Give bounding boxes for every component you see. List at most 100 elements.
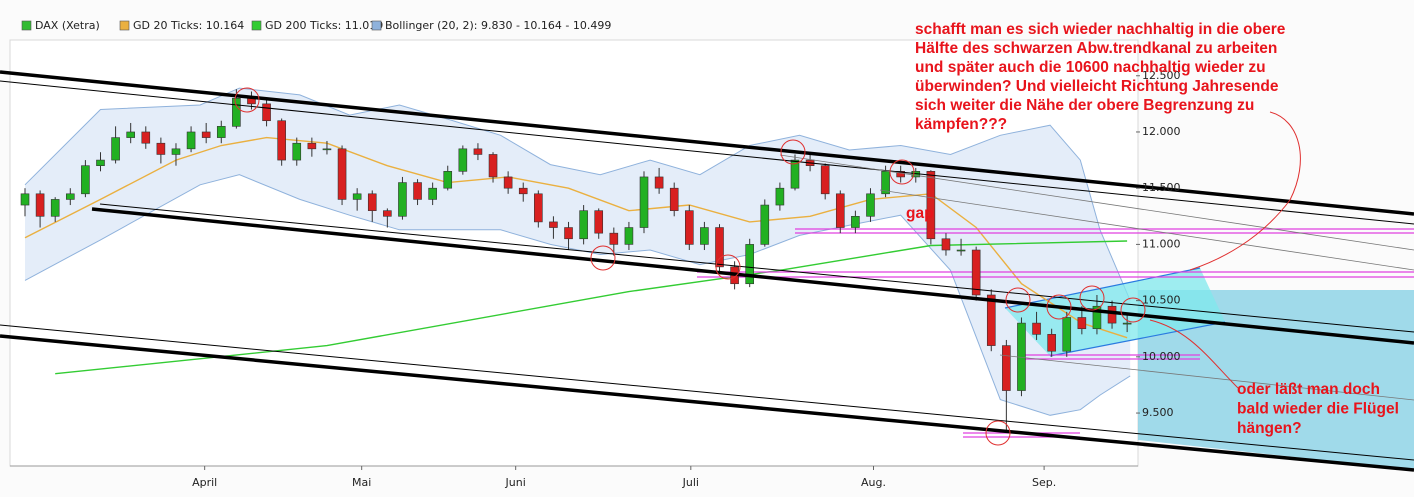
band-upper <box>24 87 1131 301</box>
candle-body <box>35 193 45 217</box>
candle-body <box>579 210 588 240</box>
marker-circle <box>1120 297 1146 323</box>
band-fill <box>25 88 1131 416</box>
legend-label: GD 20 Ticks: 10.164 <box>133 19 244 32</box>
candle-body <box>896 171 905 178</box>
marker-circle <box>985 420 1011 446</box>
candle-body <box>20 193 30 206</box>
candle-body <box>141 131 151 144</box>
candle-body <box>111 137 120 161</box>
x-tick-label: Aug. <box>861 476 886 489</box>
candle-body <box>1047 334 1056 352</box>
candle-body <box>1002 345 1011 391</box>
projection-edge <box>1004 267 1201 309</box>
candle-body <box>534 193 543 223</box>
marker-circle <box>889 159 915 185</box>
candle-body <box>866 193 875 217</box>
marker-circle <box>715 254 741 280</box>
band-lower <box>24 174 1131 416</box>
candle-body <box>337 148 347 200</box>
channel-line <box>999 354 1414 401</box>
annotation-text: und später auch die 10600 nachhaltig wie… <box>915 59 1266 76</box>
candle-body <box>549 221 558 228</box>
candle-body <box>760 204 770 245</box>
candle-body <box>564 227 573 240</box>
channel-line <box>91 207 1414 345</box>
projection-edge <box>1049 321 1226 357</box>
channel-line <box>0 324 1414 461</box>
candle-body <box>503 176 513 189</box>
x-tick-label: April <box>192 476 217 489</box>
markers <box>234 87 1301 446</box>
candle-body <box>413 182 422 200</box>
gap-label: gap <box>906 205 934 222</box>
candle-body <box>941 238 951 251</box>
annotation-text: bald wieder die Flügel <box>1237 401 1399 418</box>
band-layer <box>24 87 1131 416</box>
channel-line <box>99 203 1414 333</box>
y-tick-label: 9.500 <box>1142 406 1174 419</box>
candle-body <box>1032 322 1041 335</box>
candle-body <box>352 193 362 200</box>
candle-body <box>216 126 226 138</box>
annotation-arrow <box>1189 111 1301 271</box>
candle-body <box>669 187 679 211</box>
annotation-text: hängen? <box>1237 420 1302 437</box>
annotation-text: kämpfen??? <box>915 116 1007 133</box>
legend-label: GD 200 Ticks: 11.019 <box>265 19 383 32</box>
legend-label: Bollinger (20, 2): 9.830 - 10.164 - 10.4… <box>385 19 611 32</box>
marker-circle <box>780 139 806 165</box>
candle-body <box>1107 305 1117 324</box>
legend: DAX (Xetra) GD 20 Ticks: 10.164 GD 200 Tic… <box>21 19 611 32</box>
candle-body <box>262 103 271 122</box>
candle-body <box>1122 322 1132 325</box>
annotation-text: überwinden? Und vielleicht Richtung Jahr… <box>915 78 1279 95</box>
candle-body <box>820 165 830 195</box>
candle-body <box>775 187 785 206</box>
candle-body <box>639 176 649 228</box>
candle-body <box>926 171 936 240</box>
candle-body <box>624 227 634 245</box>
candle-body <box>851 215 860 228</box>
annotation-text: schafft man es sich wieder nachhaltig in… <box>915 21 1286 38</box>
candle-body <box>986 294 996 346</box>
candles <box>20 89 1132 430</box>
candle-body <box>367 193 377 211</box>
annotation-text: Hälfte des schwarzen Abw.trendkanal zu a… <box>915 40 1277 57</box>
annotation-text: sich weiter die Nähe der obere Begrenzun… <box>915 97 1254 114</box>
candle-body <box>715 227 724 268</box>
candle-body <box>473 148 483 155</box>
indicator-line <box>55 240 1128 375</box>
channel-line <box>0 334 1414 472</box>
candle-body <box>171 148 181 155</box>
candle-body <box>458 148 468 172</box>
marker-circle <box>1005 287 1031 313</box>
marker-circle <box>234 87 260 113</box>
candle-body <box>488 154 498 178</box>
candle-body <box>1077 317 1087 330</box>
channel-line <box>879 189 1414 271</box>
candle-body <box>790 159 800 189</box>
marker-circle <box>590 245 616 271</box>
candle-body <box>232 97 241 127</box>
candle-body <box>594 210 604 234</box>
candle-body <box>186 131 196 150</box>
candle-body <box>277 120 286 161</box>
marker-circle <box>1079 285 1105 311</box>
annotation-arrow <box>1149 319 1239 389</box>
candle-body <box>201 131 211 138</box>
legend-label: DAX (Xetra) <box>35 19 100 32</box>
candle-body <box>322 148 332 151</box>
legend-swatch <box>371 20 382 31</box>
candle-body <box>65 193 75 200</box>
candle-body <box>383 210 392 217</box>
annotation-text: oder läßt man doch <box>1237 381 1380 398</box>
annotations: schafft man es sich wieder nachhaltig in… <box>906 21 1399 437</box>
candle-body <box>654 176 664 189</box>
candle-body <box>398 182 407 217</box>
x-tick-label: Juli <box>682 476 699 489</box>
legend-swatch <box>21 20 32 31</box>
candle-body <box>1062 317 1072 352</box>
y-tick-label: 10.000 <box>1142 350 1181 363</box>
